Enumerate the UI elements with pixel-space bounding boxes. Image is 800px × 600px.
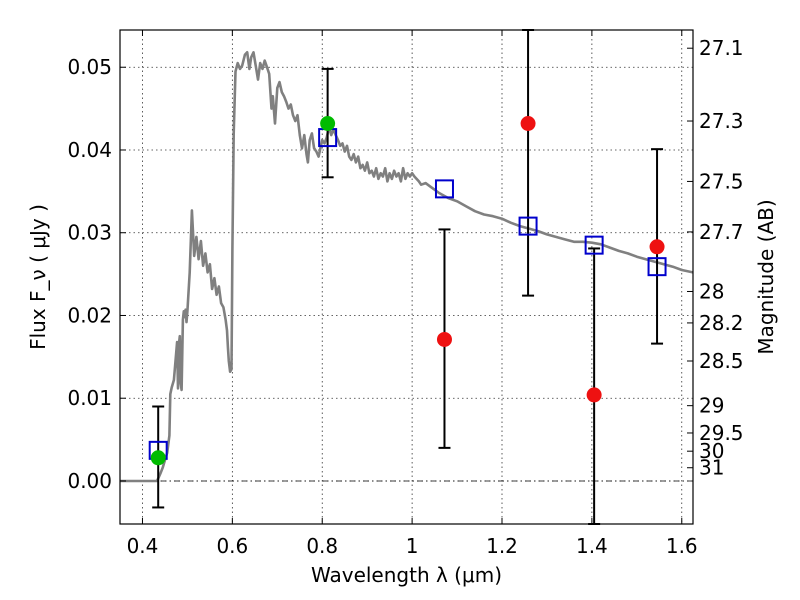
model-photometry-square [647,257,667,277]
x-tick-label: 1.2 [486,534,518,558]
detection-point [150,450,166,466]
x-tick-label: 1.4 [576,534,608,558]
y-tick-label: 0.05 [67,55,112,79]
right-tick-label: 27.3 [699,109,744,133]
model-spectrum-line [120,51,693,483]
right-tick-label: 30 [699,439,724,463]
right-tick-label: 27.7 [699,220,744,244]
grid-lines [120,30,693,524]
y-tick-label: 0.01 [67,386,112,410]
x-tick-label: 0.8 [306,534,338,558]
x-axis-title: Wavelength λ (μm) [311,563,502,587]
x-tick-label: 1 [406,534,419,558]
red-photometry-point [649,239,665,255]
y-tick-label: 0.00 [67,469,112,493]
model-photometry-square [518,216,538,236]
right-axis-title: Magnitude (AB) [754,199,778,354]
model-photometry-layer [148,128,667,460]
red-photometry-point [520,116,536,132]
x-tick-label: 1.6 [666,534,698,558]
y-tick-label: 0.04 [67,138,112,162]
red-photometry-point [586,387,602,403]
x-tick-label: 0.4 [127,534,159,558]
observed-photometry-layer [150,116,665,466]
errorbar-layer [152,29,664,525]
model-photometry-square [584,235,604,255]
right-tick-label: 28.5 [699,349,744,373]
right-tick-label: 29 [699,394,724,418]
right-tick-label: 28.2 [699,311,744,335]
y-tick-label: 0.02 [67,303,112,327]
right-tick-label: 27.5 [699,169,744,193]
right-tick-label: 27.1 [699,36,744,60]
model-photometry-square [434,179,454,199]
right-tick-label: 31 [699,456,724,480]
y-tick-label: 0.03 [67,221,112,245]
detection-point [320,116,336,132]
model-spectrum-layer [120,51,693,483]
y-axis-title: Flux F_ν ( μJy ) [26,204,50,350]
plot-frame [119,29,694,525]
x-tick-label: 0.6 [216,534,248,558]
red-photometry-point [436,331,452,347]
right-tick-label: 29.5 [699,421,744,445]
right-tick-label: 28 [699,279,724,303]
axis-ticks: 0.4 0.6 0.8 1 1.2 1.4 1.6 0.00 0.01 0.02 0.03 0.04 0… [67,30,744,558]
